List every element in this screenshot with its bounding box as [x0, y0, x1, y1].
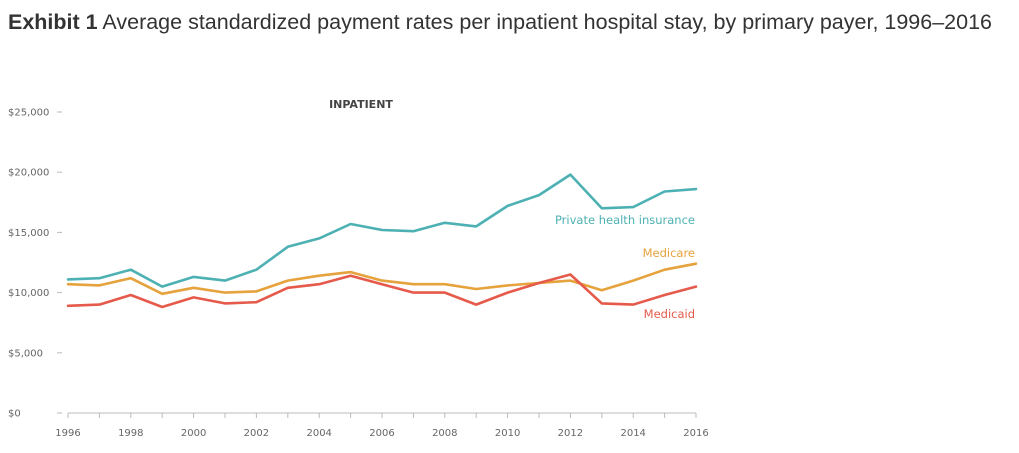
x-tick-label: 2006: [369, 428, 394, 439]
exhibit-label: Exhibit 1: [8, 10, 98, 34]
x-tick-label: 2012: [558, 428, 583, 439]
x-tick-label: 2008: [432, 428, 457, 439]
y-tick-label: $25,000: [8, 108, 49, 119]
y-tick-label: $10,000: [8, 288, 49, 299]
x-tick-label: 2014: [620, 428, 645, 439]
series-labels: Private health insurance Medicare Medicaid: [555, 213, 695, 321]
x-tick-label: 2010: [495, 428, 520, 439]
chart-series: [66, 173, 698, 309]
x-tick-label: 2004: [306, 428, 331, 439]
exhibit-title: Exhibit 1 Average standardized payment r…: [8, 6, 1013, 38]
y-tick-label: $15,000: [8, 228, 49, 239]
series-label-private-health-insurance: Private health insurance: [555, 213, 695, 227]
exhibit-title-text: Average standardized payment rates per i…: [102, 10, 993, 34]
y-tick-label: $5,000: [8, 348, 43, 359]
x-tick-label: 1998: [118, 428, 143, 439]
series-label-medicaid: Medicaid: [644, 307, 695, 321]
series-label-medicare: Medicare: [643, 246, 695, 260]
y-tick-label: $20,000: [8, 168, 49, 179]
series-line-medicare: [66, 262, 698, 296]
series-line-medicaid: [66, 273, 698, 309]
y-tick-label: $0: [8, 409, 21, 420]
chart-title: INPATIENT: [329, 98, 393, 111]
series-line-private-health-insurance: [66, 173, 698, 288]
chart-axes: $0 $5,000 $10,000 $15,000 $20,000 $25,000 1996…: [8, 108, 709, 440]
x-tick-label: 2002: [244, 428, 269, 439]
x-tick-label: 1996: [55, 428, 80, 439]
x-tick-label: 2016: [683, 428, 708, 439]
x-tick-label: 2000: [181, 428, 206, 439]
